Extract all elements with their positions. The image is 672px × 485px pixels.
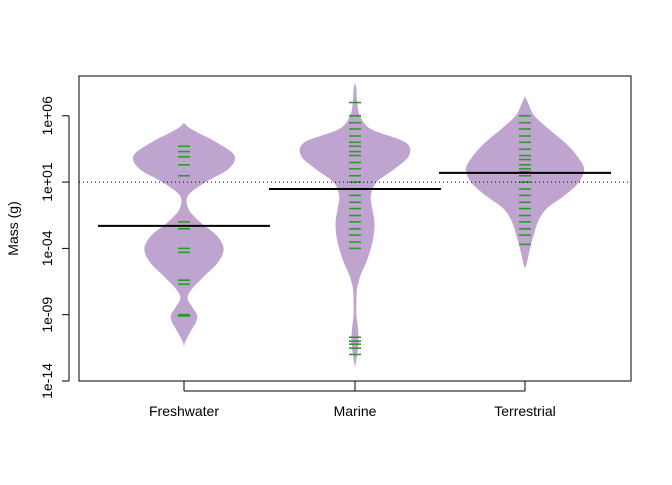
y-tick-label: 1e-09 <box>39 297 55 333</box>
y-tick-label: 1e+06 <box>39 96 55 136</box>
x-axis: Freshwater Marine Terrestrial <box>149 381 556 419</box>
group-means-layer <box>98 171 611 227</box>
bean-freshwater <box>132 122 236 348</box>
bean-marine <box>299 82 411 368</box>
y-tick-label: 1e-14 <box>39 363 55 399</box>
y-tick-label: 1e+01 <box>39 162 55 202</box>
y-axis: 1e-14 1e-09 1e-04 1e+01 1e+06 <box>39 96 70 399</box>
x-tick-label-marine: Marine <box>334 403 377 419</box>
x-tick-label-freshwater: Freshwater <box>149 403 219 419</box>
y-axis-title: Mass (g) <box>5 201 21 255</box>
y-tick-label: 1e-04 <box>39 230 55 266</box>
x-tick-label-terrestrial: Terrestrial <box>494 403 555 419</box>
observations-layer <box>178 101 531 356</box>
